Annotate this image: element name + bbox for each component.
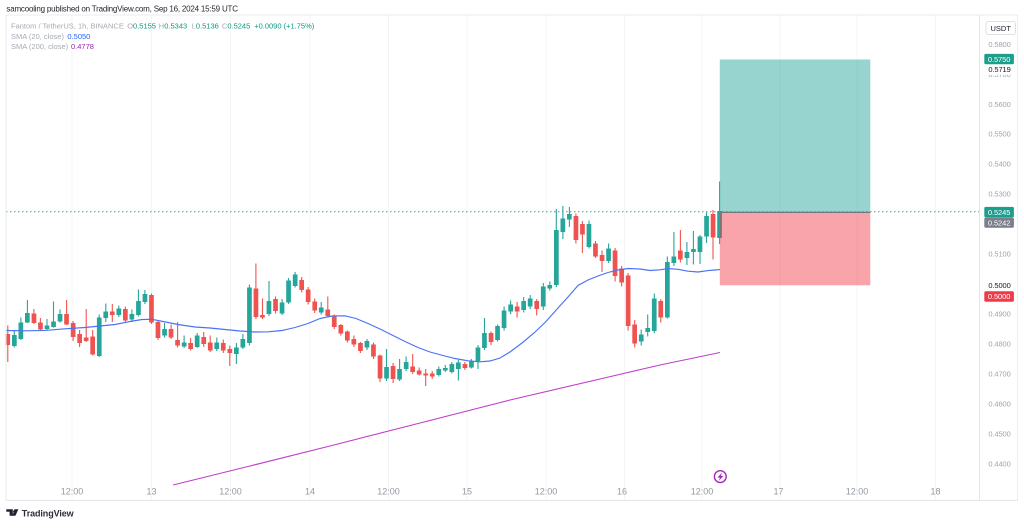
svg-text:14: 14	[305, 487, 315, 497]
svg-text:12:00: 12:00	[377, 487, 400, 497]
svg-text:0.4900: 0.4900	[988, 310, 1010, 319]
svg-text:H0.5343: H0.5343	[159, 21, 187, 30]
svg-text:0.4700: 0.4700	[988, 370, 1010, 379]
svg-text:L0.5136: L0.5136	[192, 21, 219, 30]
svg-text:17: 17	[773, 487, 783, 497]
svg-text:+0.0090 (+1.75%): +0.0090 (+1.75%)	[254, 21, 315, 30]
svg-text:0.4800: 0.4800	[988, 340, 1010, 349]
svg-text:15: 15	[462, 487, 472, 497]
svg-text:16: 16	[617, 487, 627, 497]
svg-text:13: 13	[146, 487, 156, 497]
svg-text:18: 18	[930, 487, 940, 497]
svg-text:0.4400: 0.4400	[988, 459, 1010, 468]
svg-text:0.4500: 0.4500	[988, 429, 1010, 438]
svg-text:0.5000: 0.5000	[988, 281, 1010, 290]
svg-text:12:00: 12:00	[535, 487, 558, 497]
svg-text:0.5100: 0.5100	[988, 250, 1010, 259]
svg-text:12:00: 12:00	[219, 487, 242, 497]
svg-text:samcooling published on Tradin: samcooling published on TradingView.com,…	[6, 5, 238, 14]
svg-text:O0.5155: O0.5155	[127, 21, 156, 30]
svg-text:0.5242: 0.5242	[988, 218, 1010, 227]
svg-text:0.5300: 0.5300	[988, 190, 1010, 199]
svg-text:0.5400: 0.5400	[988, 160, 1010, 169]
svg-text:SMA (200, close): SMA (200, close)	[11, 42, 69, 51]
svg-text:12:00: 12:00	[846, 487, 869, 497]
svg-text:TradingView: TradingView	[22, 508, 75, 518]
svg-text:0.5500: 0.5500	[988, 130, 1010, 139]
svg-text:0.5050: 0.5050	[67, 32, 90, 41]
svg-text:0.5600: 0.5600	[988, 100, 1010, 109]
svg-text:0.5245: 0.5245	[988, 208, 1010, 217]
svg-text:0.5750: 0.5750	[988, 55, 1010, 64]
svg-text:0.5719: 0.5719	[988, 65, 1010, 74]
svg-text:0.4778: 0.4778	[71, 42, 94, 51]
svg-text:12:00: 12:00	[61, 487, 84, 497]
svg-text:SMA (20, close): SMA (20, close)	[11, 32, 64, 41]
svg-text:Fantom / TetherUS, 1h, BINANCE: Fantom / TetherUS, 1h, BINANCE	[11, 21, 124, 30]
svg-text:0.5800: 0.5800	[988, 40, 1010, 49]
svg-text:C0.5245: C0.5245	[222, 21, 250, 30]
svg-text:0.4600: 0.4600	[988, 400, 1010, 409]
svg-text:USDT: USDT	[990, 24, 1011, 33]
svg-text:0.5000: 0.5000	[988, 292, 1010, 301]
svg-text:12:00: 12:00	[691, 487, 714, 497]
